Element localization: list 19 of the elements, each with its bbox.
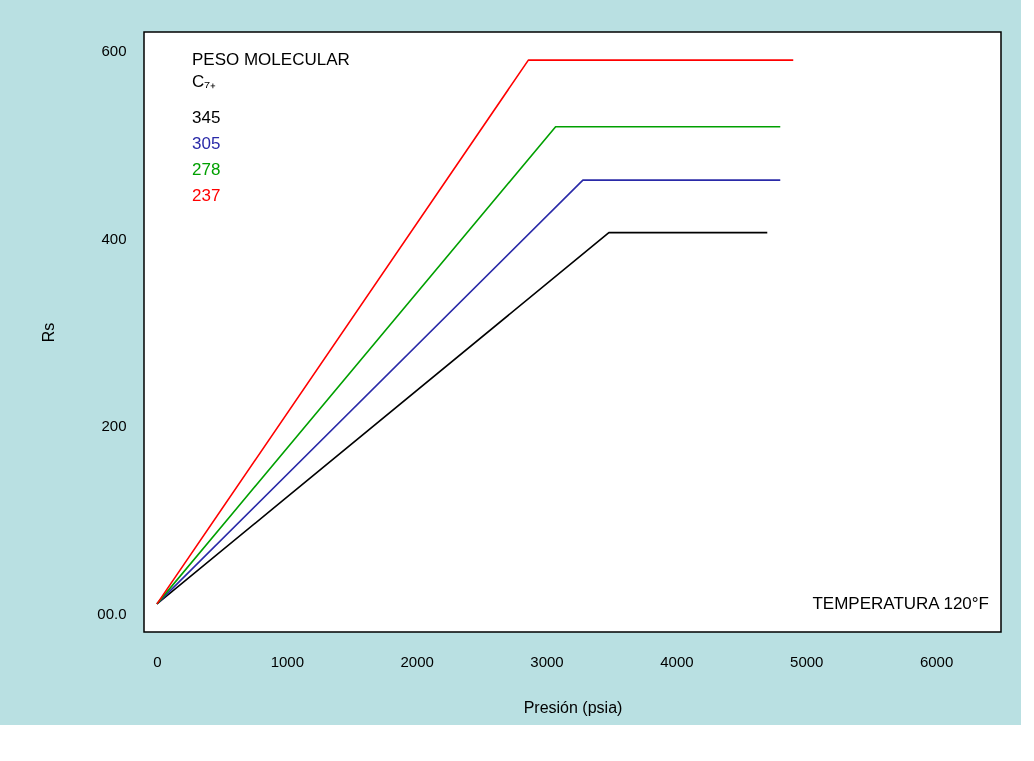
x-tick-label: 0 bbox=[153, 652, 162, 670]
x-axis-title: Presión (psia) bbox=[523, 698, 623, 716]
text: 345 bbox=[192, 108, 221, 127]
text: 237 bbox=[192, 186, 221, 205]
text: 278 bbox=[192, 160, 221, 179]
text: 305 bbox=[192, 134, 221, 153]
x-tick-label: 1000 bbox=[270, 652, 305, 670]
legend-title: PESO MOLECULAR C₇₊ bbox=[192, 50, 350, 91]
y-tick-label: 400 bbox=[101, 229, 127, 247]
y-tick-label: 200 bbox=[101, 417, 127, 435]
annotation: TEMPERATURA 120°F bbox=[812, 594, 989, 613]
x-tick-label: 5000 bbox=[790, 652, 824, 670]
x-tick-label: 6000 bbox=[919, 652, 954, 670]
x-tick-label: 4000 bbox=[660, 652, 694, 670]
x-tick-label: 2000 bbox=[400, 652, 434, 670]
y-axis-title: Rs bbox=[40, 322, 58, 343]
y-tick-label: 00.0 bbox=[97, 604, 127, 622]
y-tick-label: 600 bbox=[101, 42, 127, 60]
x-tick-label: 3000 bbox=[530, 652, 564, 670]
